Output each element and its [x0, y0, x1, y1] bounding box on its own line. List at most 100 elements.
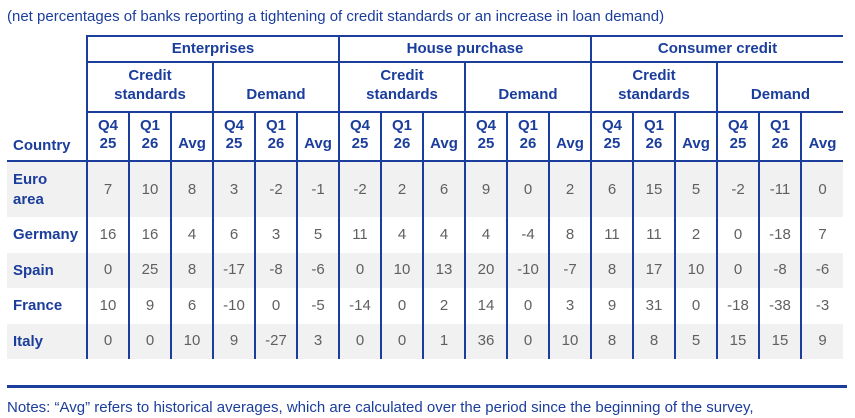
value-cell: 10	[380, 252, 423, 288]
row-country-label: Italy	[13, 332, 44, 350]
value-cell: 0	[86, 323, 129, 359]
period-q4-25: Q4 25	[716, 111, 759, 162]
value-cell: 0	[254, 288, 297, 324]
value-cell: 4	[422, 217, 465, 253]
value-cell: 0	[86, 252, 129, 288]
value-cell: 8	[590, 252, 633, 288]
subheader-demand: Demand	[716, 62, 843, 113]
value-cell: -8	[254, 252, 297, 288]
period-avg: Avg	[800, 111, 843, 162]
value-cell: 6	[422, 161, 465, 217]
value-cell: 6	[170, 288, 213, 324]
table-row: Italy 0 0 10 9 -27 3 0 0 1 36 0 10 8 8 5 15 15 9	[7, 323, 843, 359]
value-cell: 0	[674, 288, 717, 324]
value-cell: -2	[716, 161, 759, 217]
value-cell: -17	[212, 252, 255, 288]
value-cell: 31	[632, 288, 675, 324]
value-cell: -2	[254, 161, 297, 217]
period-avg: Avg	[170, 111, 213, 162]
table-body: Euro area 7 10 8 3 -2 -1 -2 2 6 9 0 2 6 15 5 -2 -11 0 Germa…	[7, 161, 843, 359]
row-country-label: Germany	[13, 226, 79, 243]
value-cell: 4	[380, 217, 423, 253]
period-q1-26: Q1 26	[128, 111, 171, 162]
subheader-credit-standards: Credit standards	[590, 62, 717, 113]
period-q4-25: Q4 25	[464, 111, 507, 162]
value-cell: -6	[296, 252, 339, 288]
value-cell: 7	[800, 217, 843, 253]
value-cell: -18	[716, 288, 759, 324]
value-cell: 1	[422, 323, 465, 359]
value-cell: 3	[212, 161, 255, 217]
value-cell: 0	[506, 323, 549, 359]
value-cell: -7	[548, 252, 591, 288]
subheader-demand: Demand	[212, 62, 339, 113]
value-cell: 3	[254, 217, 297, 253]
value-cell: 4	[464, 217, 507, 253]
value-cell: 13	[422, 252, 465, 288]
value-cell: 0	[716, 217, 759, 253]
value-cell: 0	[338, 323, 381, 359]
table-row: France 10 9 6 -10 0 -5 -14 0 2 14 0 3 9 31 0 -18 -38 -3	[7, 288, 843, 324]
value-cell: 15	[632, 161, 675, 217]
period-q1-26: Q1 26	[758, 111, 801, 162]
row-country-label: Euro area	[13, 171, 48, 208]
group-header-consumer-credit: Consumer credit	[590, 35, 843, 63]
table-notes: Notes: “Avg” refers to historical averag…	[7, 399, 754, 416]
value-cell: -38	[758, 288, 801, 324]
value-cell: 17	[632, 252, 675, 288]
value-cell: -27	[254, 323, 297, 359]
period-header-row: Country Q4 25 Q1 26 Avg Q4 25 Q1 26 Avg …	[7, 111, 843, 162]
period-q1-26: Q1 26	[254, 111, 297, 162]
value-cell: 6	[212, 217, 255, 253]
period-q4-25: Q4 25	[590, 111, 633, 162]
value-cell: 9	[464, 161, 507, 217]
value-cell: 10	[674, 252, 717, 288]
value-cell: 6	[590, 161, 633, 217]
period-q1-26: Q1 26	[380, 111, 423, 162]
group-header-row: Enterprises House purchase Consumer cred…	[7, 35, 843, 63]
value-cell: 3	[548, 288, 591, 324]
value-cell: 11	[632, 217, 675, 253]
value-cell: 9	[128, 288, 171, 324]
value-cell: 0	[128, 323, 171, 359]
value-cell: -14	[338, 288, 381, 324]
value-cell: 8	[548, 217, 591, 253]
value-cell: 11	[338, 217, 381, 253]
value-cell: -3	[800, 288, 843, 324]
value-cell: 10	[548, 323, 591, 359]
subheader-credit-standards: Credit standards	[86, 62, 213, 113]
value-cell: 8	[632, 323, 675, 359]
value-cell: -11	[758, 161, 801, 217]
value-cell: 14	[464, 288, 507, 324]
value-cell: 11	[590, 217, 633, 253]
subgroup-header-row: Credit standards Demand Credit standards…	[7, 62, 843, 113]
period-q1-26: Q1 26	[506, 111, 549, 162]
row-country-label: Spain	[13, 261, 54, 279]
value-cell: 36	[464, 323, 507, 359]
header-corner	[7, 62, 87, 112]
value-cell: 3	[296, 323, 339, 359]
figure-subtitle: (net percentages of banks reporting a ti…	[7, 8, 665, 25]
value-cell: -4	[506, 217, 549, 253]
value-cell: 2	[548, 161, 591, 217]
value-cell: 15	[716, 323, 759, 359]
value-cell: 10	[170, 323, 213, 359]
table-row: Germany 16 16 4 6 3 5 11 4 4 4 -4 8 11 11 2 0 -18 7	[7, 217, 843, 253]
bank-lending-survey-table: Enterprises House purchase Consumer cred…	[7, 35, 843, 359]
value-cell: 5	[674, 323, 717, 359]
value-cell: 9	[800, 323, 843, 359]
value-cell: -5	[296, 288, 339, 324]
value-cell: 10	[86, 288, 129, 324]
value-cell: 0	[506, 288, 549, 324]
period-q4-25: Q4 25	[86, 111, 129, 162]
value-cell: -2	[338, 161, 381, 217]
value-cell: 10	[128, 161, 171, 217]
country-column-header: Country	[7, 111, 87, 162]
period-avg: Avg	[296, 111, 339, 162]
group-header-house-purchase: House purchase	[338, 35, 591, 63]
value-cell: -1	[296, 161, 339, 217]
period-avg: Avg	[674, 111, 717, 162]
value-cell: 0	[338, 252, 381, 288]
period-q1-26: Q1 26	[632, 111, 675, 162]
